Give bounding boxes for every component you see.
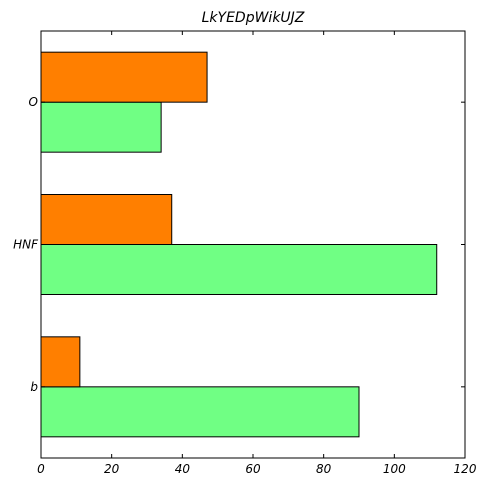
chart-title: LkYEDpWikUJZ: [202, 10, 305, 26]
xtick-label-80: 80: [316, 462, 332, 476]
bar-HNF-series-1: [40, 194, 173, 245]
bar-b-series-0: [40, 386, 360, 438]
xtick-label-120: 120: [454, 462, 477, 476]
xtick-label-20: 20: [104, 462, 120, 476]
ytick-label-O: O: [29, 95, 38, 109]
bar-HNF-series-0: [40, 244, 438, 295]
ticks-group: [40, 31, 466, 458]
ytick-label-HNF: HNF: [13, 238, 39, 252]
xtick-label-0: 0: [37, 462, 45, 476]
ytick-label-b: b: [30, 380, 38, 394]
bar-b-series-1: [40, 336, 81, 388]
bar-O-series-0: [40, 101, 162, 153]
bars-group: [40, 51, 438, 438]
bar-O-series-1: [40, 51, 208, 103]
xtick-label-60: 60: [245, 462, 261, 476]
xtick-label-100: 100: [383, 462, 406, 476]
xtick-label-40: 40: [175, 462, 191, 476]
tick-labels-group: b HNF O 0 20 40 60 80 100 120: [13, 95, 477, 476]
plot-frame: [40, 30, 466, 459]
